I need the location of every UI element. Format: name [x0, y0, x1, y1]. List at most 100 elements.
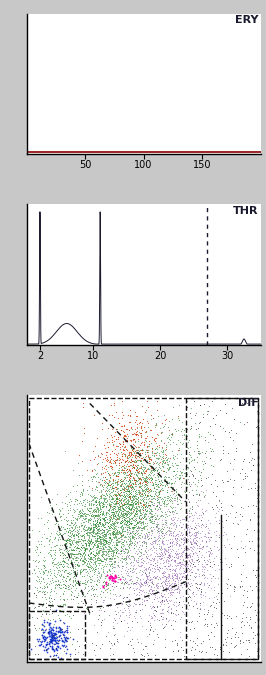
Point — [204, 646, 208, 657]
Point — [129, 504, 133, 515]
Point — [123, 450, 127, 460]
Point — [169, 572, 174, 583]
Point — [119, 520, 123, 531]
Point — [124, 529, 129, 539]
Point — [149, 548, 153, 559]
Point — [165, 487, 169, 497]
Point — [104, 554, 109, 564]
Point — [106, 505, 110, 516]
Point — [126, 506, 130, 516]
Point — [127, 550, 131, 561]
Point — [178, 551, 182, 562]
Point — [167, 601, 171, 612]
Point — [226, 511, 230, 522]
Point — [49, 641, 54, 651]
Point — [122, 463, 127, 474]
Point — [131, 578, 135, 589]
Point — [200, 456, 204, 466]
Point — [72, 542, 76, 553]
Point — [215, 649, 219, 660]
Point — [248, 542, 252, 553]
Point — [157, 502, 161, 512]
Point — [105, 489, 109, 500]
Point — [254, 501, 259, 512]
Point — [127, 523, 131, 534]
Point — [147, 586, 152, 597]
Point — [47, 535, 51, 546]
Point — [99, 531, 103, 542]
Point — [144, 527, 149, 538]
Point — [194, 435, 199, 446]
Point — [137, 541, 141, 552]
Point — [107, 512, 111, 523]
Point — [101, 520, 106, 531]
Point — [48, 615, 52, 626]
Point — [124, 503, 128, 514]
Point — [159, 577, 164, 588]
Point — [111, 551, 115, 562]
Point — [98, 514, 102, 525]
Point — [101, 512, 105, 523]
Point — [114, 545, 118, 556]
Point — [108, 480, 112, 491]
Point — [168, 507, 172, 518]
Point — [90, 589, 95, 599]
Point — [155, 592, 159, 603]
Point — [113, 427, 117, 437]
Point — [101, 514, 105, 525]
Point — [109, 518, 114, 529]
Point — [100, 513, 104, 524]
Point — [155, 465, 159, 476]
Point — [168, 541, 172, 551]
Point — [103, 533, 108, 543]
Point — [145, 475, 149, 486]
Point — [65, 562, 70, 573]
Point — [127, 503, 131, 514]
Point — [110, 487, 115, 497]
Point — [114, 539, 118, 549]
Point — [89, 533, 94, 544]
Point — [111, 525, 115, 536]
Point — [113, 458, 118, 468]
Point — [109, 571, 114, 582]
Point — [122, 484, 127, 495]
Point — [173, 580, 177, 591]
Point — [155, 510, 159, 520]
Point — [156, 522, 160, 533]
Point — [66, 568, 70, 578]
Point — [132, 485, 137, 496]
Point — [98, 591, 103, 602]
Point — [102, 443, 107, 454]
Point — [113, 454, 117, 465]
Point — [39, 576, 43, 587]
Point — [165, 454, 169, 464]
Point — [155, 562, 159, 572]
Point — [240, 502, 245, 513]
Point — [128, 443, 133, 454]
Point — [164, 614, 168, 625]
Point — [205, 556, 210, 566]
Point — [134, 548, 139, 559]
Point — [177, 539, 181, 550]
Point — [156, 489, 161, 500]
Point — [130, 456, 135, 466]
Point — [185, 529, 189, 540]
Point — [52, 639, 56, 649]
Point — [154, 489, 159, 500]
Point — [169, 554, 173, 565]
Point — [115, 533, 119, 544]
Point — [142, 510, 147, 520]
Point — [62, 514, 66, 524]
Point — [84, 637, 88, 647]
Point — [67, 533, 71, 544]
Point — [101, 548, 105, 559]
Point — [45, 514, 50, 525]
Point — [147, 628, 151, 639]
Point — [133, 475, 137, 485]
Point — [143, 427, 147, 437]
Point — [126, 481, 131, 492]
Point — [153, 566, 157, 577]
Point — [123, 429, 127, 440]
Point — [88, 523, 92, 534]
Point — [81, 558, 85, 569]
